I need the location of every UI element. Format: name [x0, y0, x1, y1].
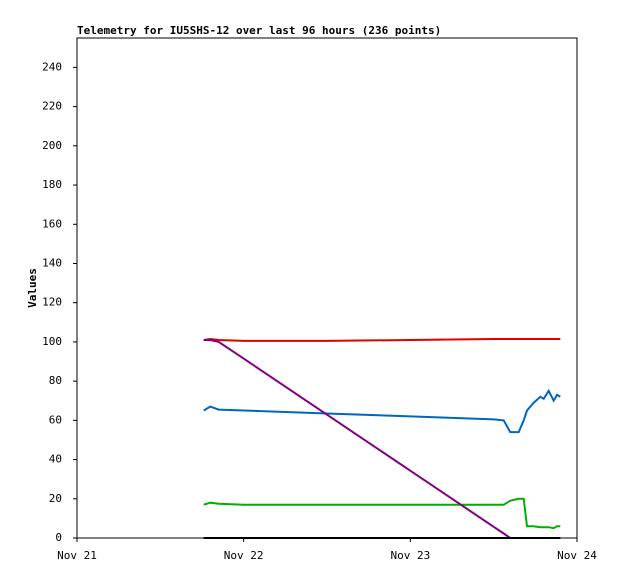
y-tick-label: 160 [42, 217, 62, 230]
y-tick-label: 120 [42, 296, 62, 309]
y-tick-label: 140 [42, 256, 62, 269]
y-tick-label: 240 [42, 60, 62, 73]
y-axis-label: Values [26, 268, 39, 308]
y-tick-label: 180 [42, 178, 62, 191]
y-tick-label: 20 [49, 492, 62, 505]
chart-title: Telemetry for IU5SHS-12 over last 96 hou… [77, 24, 441, 37]
y-tick-label: 60 [49, 413, 62, 426]
x-tick-label: Nov 23 [390, 549, 430, 562]
x-tick-label: Nov 21 [57, 549, 97, 562]
y-tick-label: 80 [49, 374, 62, 387]
series-line [203, 388, 561, 434]
y-tick-label: 200 [42, 139, 62, 152]
series-line [203, 339, 511, 539]
y-tick-label: 100 [42, 335, 62, 348]
y-tick-label: 0 [55, 531, 62, 544]
x-tick-label: Nov 24 [557, 549, 597, 562]
y-tick-label: 220 [42, 100, 62, 113]
series-line [203, 497, 561, 530]
series-line [203, 337, 561, 342]
y-tick-label: 40 [49, 453, 62, 466]
x-tick-label: Nov 22 [224, 549, 264, 562]
